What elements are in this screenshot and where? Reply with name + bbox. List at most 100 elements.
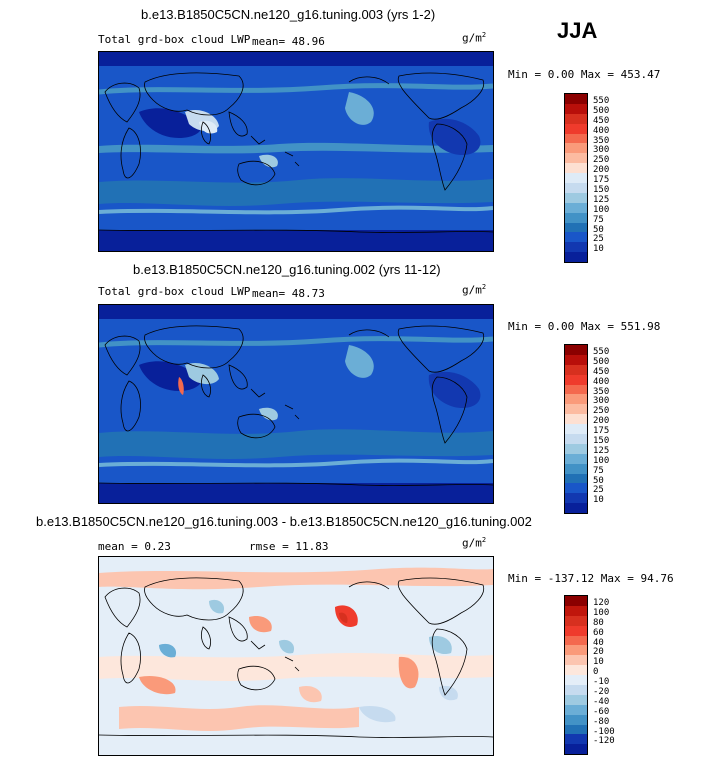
panel-3-rmse: rmse = 11.83: [249, 540, 329, 553]
panel-1-title: b.e13.B1850C5CN.ne120_g16.tuning.003 (yr…: [141, 7, 436, 22]
colorbar-tick-label: 50: [593, 224, 604, 235]
colorbar-tick-label: 550: [593, 347, 610, 357]
colorbar-tick-label: 25: [593, 485, 604, 496]
colorbar-tick-label: 120: [593, 598, 610, 608]
colorbar-tick-label: 75: [593, 465, 604, 476]
colorbar-swatch: [565, 635, 587, 646]
colorbar-tick-label: 125: [593, 194, 610, 205]
colorbar-swatch: [565, 232, 587, 243]
colorbar-tick-label: 150: [593, 436, 610, 447]
colorbar-swatch: [565, 354, 587, 365]
panel-1-colorbar: [564, 93, 588, 264]
colorbar-tick-label: 450: [593, 115, 610, 126]
colorbar-tick-label: 75: [593, 214, 604, 225]
colorbar-swatch: [565, 143, 587, 154]
colorbar-swatch: [565, 655, 587, 666]
colorbar-tick-label: 500: [593, 356, 610, 367]
colorbar-swatch: [565, 94, 587, 104]
colorbar-tick-label: 150: [593, 185, 610, 196]
colorbar-swatch: [565, 345, 587, 355]
colorbar-swatch: [565, 443, 587, 454]
colorbar-tick-label: 80: [593, 617, 604, 628]
panel-2-mean: mean= 48.73: [252, 287, 325, 300]
colorbar-swatch: [565, 252, 587, 263]
colorbar-swatch: [565, 714, 587, 725]
panel-3-mean: mean = 0.23: [98, 540, 171, 553]
colorbar-tick-label: -20: [593, 687, 610, 698]
colorbar-swatch: [565, 665, 587, 676]
colorbar-swatch: [565, 404, 587, 415]
colorbar-swatch: [565, 183, 587, 193]
panel-1-variable: Total grd-box cloud LWP: [98, 33, 251, 46]
colorbar-swatch: [565, 453, 587, 464]
colorbar-tick-label: 400: [593, 125, 610, 136]
colorbar-tick-label: 60: [593, 627, 604, 638]
colorbar-tick-label: 250: [593, 155, 610, 166]
colorbar-swatch: [565, 694, 587, 705]
panel-1-minmax: Min = 0.00 Max = 453.47: [508, 68, 661, 81]
colorbar-swatch: [565, 242, 587, 253]
panel-3-map: [98, 556, 494, 756]
colorbar-swatch: [565, 173, 587, 184]
panel-2-map: [98, 304, 494, 504]
panel-2-variable: Total grd-box cloud LWP: [98, 285, 251, 298]
colorbar-swatch: [565, 615, 587, 626]
colorbar-swatch: [565, 434, 587, 444]
colorbar-swatch: [565, 414, 587, 425]
panel-1-units: g/m2: [462, 31, 487, 45]
panel-1-map: [98, 51, 494, 252]
colorbar-tick-label: 350: [593, 386, 610, 397]
season-label: JJA: [557, 18, 598, 43]
colorbar-swatch: [565, 394, 587, 405]
colorbar-swatch: [565, 113, 587, 124]
colorbar-tick-label: 300: [593, 396, 610, 407]
colorbar-tick-label: 450: [593, 366, 610, 377]
colorbar-swatch: [565, 133, 587, 144]
colorbar-swatch: [565, 605, 587, 616]
colorbar-tick-label: 175: [593, 175, 610, 186]
colorbar-swatch: [565, 645, 587, 656]
colorbar-tick-label: 25: [593, 234, 604, 245]
colorbar-swatch: [565, 483, 587, 494]
colorbar-swatch: [565, 163, 587, 174]
colorbar-swatch: [565, 153, 587, 164]
colorbar-tick-label: -120: [593, 736, 615, 747]
colorbar-swatch: [565, 212, 587, 223]
panel-2-colorbar: [564, 344, 588, 515]
colorbar-swatch: [565, 493, 587, 504]
colorbar-tick-label: 10: [593, 657, 604, 668]
colorbar-swatch: [565, 724, 587, 735]
colorbar-swatch: [565, 473, 587, 484]
colorbar-swatch: [565, 685, 587, 695]
colorbar-swatch: [565, 123, 587, 134]
colorbar-swatch: [565, 734, 587, 745]
panel-2-colorbar-ticks: 550 500 450 400 350 300 250 200 175 150 125 100 75 50…: [593, 347, 610, 506]
colorbar-tick-label: 550: [593, 96, 610, 106]
colorbar-tick-label: 250: [593, 406, 610, 417]
colorbar-swatch: [565, 202, 587, 213]
colorbar-tick-label: 50: [593, 475, 604, 486]
colorbar-swatch: [565, 744, 587, 755]
colorbar-tick-label: 40: [593, 637, 604, 648]
colorbar-tick-label: 100: [593, 607, 610, 618]
colorbar-tick-label: 20: [593, 647, 604, 658]
colorbar-swatch: [565, 384, 587, 395]
colorbar-swatch: [565, 424, 587, 435]
colorbar-swatch: [565, 596, 587, 606]
panel-2-minmax: Min = 0.00 Max = 551.98: [508, 320, 661, 333]
colorbar-swatch: [565, 625, 587, 636]
colorbar-tick-label: 400: [593, 376, 610, 387]
colorbar-tick-label: 0: [593, 667, 599, 678]
colorbar-swatch: [565, 192, 587, 203]
colorbar-tick-label: 10: [593, 244, 604, 255]
panel-3-units: g/m2: [462, 536, 487, 550]
colorbar-swatch: [565, 704, 587, 715]
colorbar-tick-label: -40: [593, 696, 610, 707]
colorbar-tick-label: -60: [593, 706, 610, 717]
colorbar-tick-label: 350: [593, 135, 610, 146]
panel-1-mean: mean= 48.96: [252, 35, 325, 48]
colorbar-swatch: [565, 463, 587, 474]
colorbar-swatch: [565, 222, 587, 233]
colorbar-tick-label: 100: [593, 204, 610, 215]
colorbar-swatch: [565, 503, 587, 514]
